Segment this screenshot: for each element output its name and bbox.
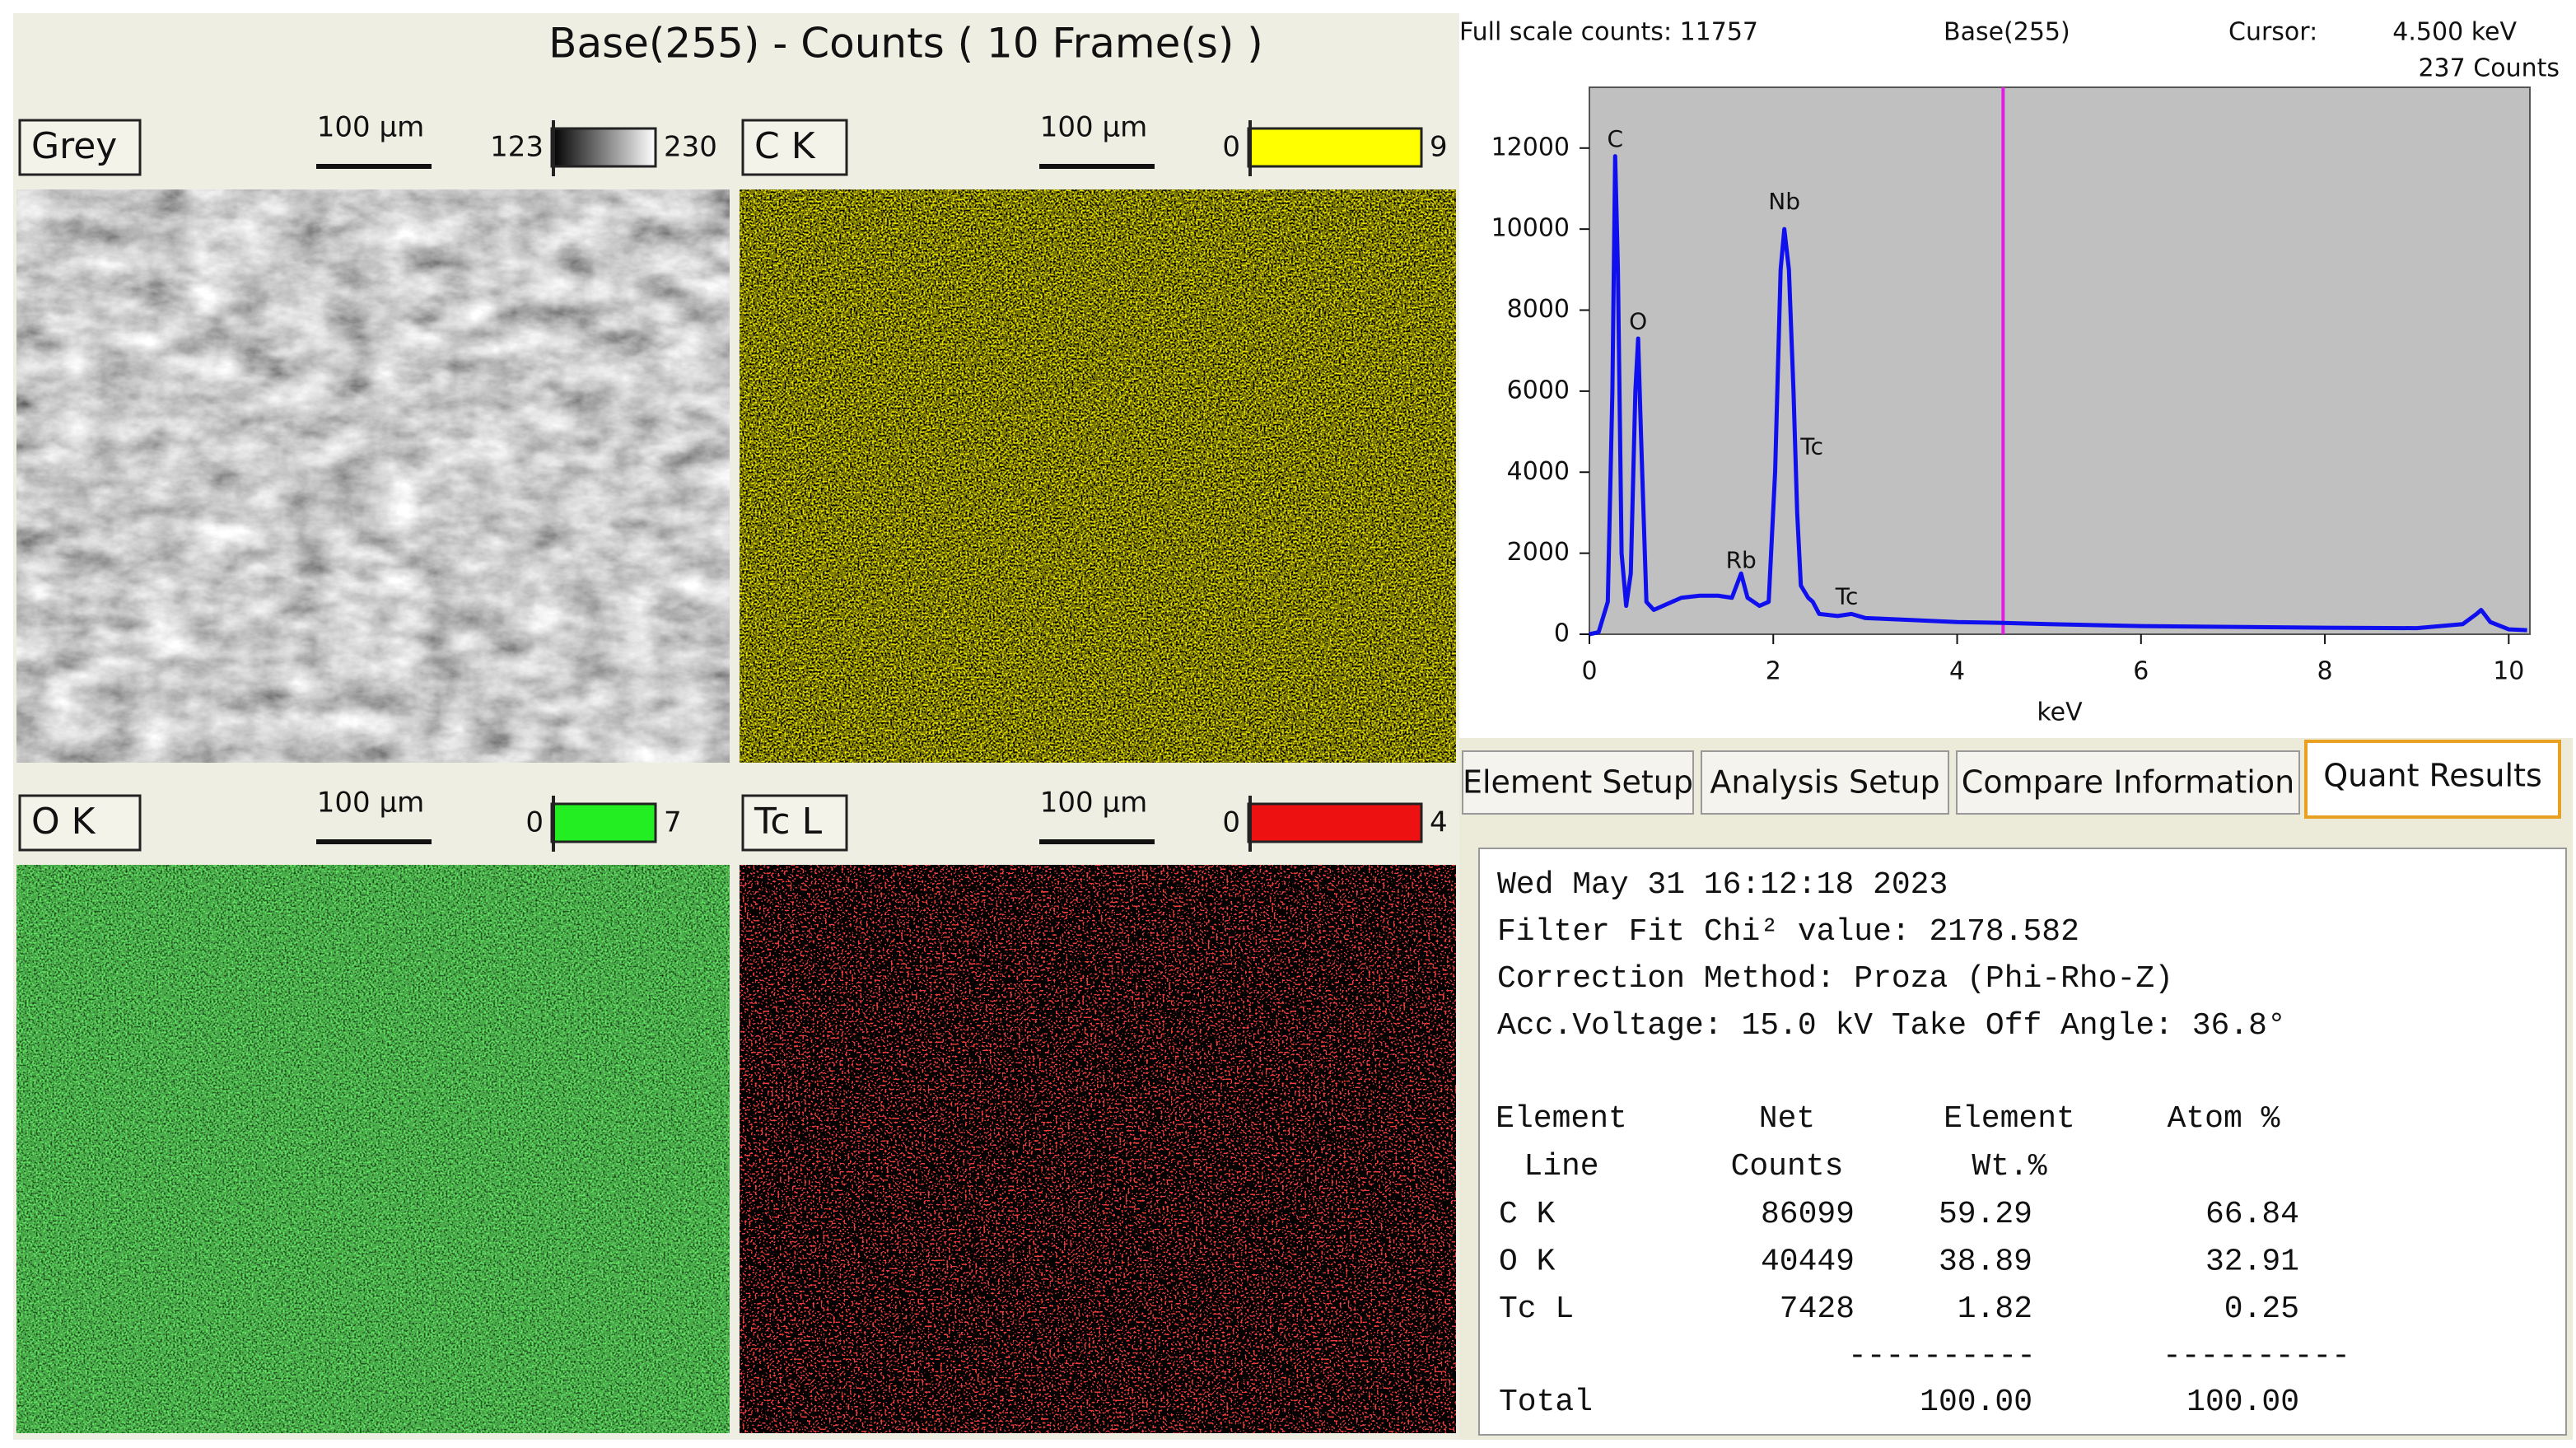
table-header: Wt.% xyxy=(1972,1149,2046,1184)
table-cell: 38.89 xyxy=(1939,1244,2032,1279)
colorbar-max: 230 xyxy=(664,131,717,164)
separator: ---------- xyxy=(2163,1338,2350,1374)
total-cell: 100.00 xyxy=(1920,1385,2032,1420)
x-axis-label: keV xyxy=(2037,698,2083,727)
peak-label: Tc xyxy=(1799,433,1823,460)
quant-line: Acc.Voltage: 15.0 kV Take Off Angle: 36.… xyxy=(1497,1008,2286,1044)
colorbar xyxy=(550,802,657,843)
table-header: Net xyxy=(1759,1101,1815,1137)
tab-label[interactable]: Element Setup xyxy=(1463,764,1693,801)
x-tick-label: 2 xyxy=(1766,657,1781,686)
scale-text: 100 µm xyxy=(1040,111,1147,144)
map-image xyxy=(739,189,1457,764)
quant-line: Wed May 31 16:12:18 2023 xyxy=(1497,867,1948,903)
table-cell: 59.29 xyxy=(1939,1197,2032,1232)
table-header: Element xyxy=(1944,1101,2075,1137)
y-tick-label: 12000 xyxy=(1491,133,1570,161)
y-tick-label: 6000 xyxy=(1507,376,1570,404)
table-cell: 0.25 xyxy=(2224,1292,2299,1327)
scale-text: 100 µm xyxy=(317,111,424,144)
colorbar-min: 0 xyxy=(525,806,544,839)
map-label: Tc L xyxy=(754,801,823,843)
tab-label[interactable]: Analysis Setup xyxy=(1710,764,1939,801)
spectrum-line xyxy=(1589,154,2527,637)
map-image xyxy=(16,864,730,1434)
x-tick-label: 4 xyxy=(1949,657,1965,686)
peak-label: Nb xyxy=(1768,188,1800,215)
quant-line: Filter Fit Chi² value: 2178.582 xyxy=(1497,914,2079,950)
map-label-box xyxy=(18,794,142,852)
x-tick-label: 0 xyxy=(1581,657,1597,686)
tab[interactable] xyxy=(2304,740,2561,819)
map-label: Grey xyxy=(31,125,117,167)
colorbar-min: 0 xyxy=(1222,806,1240,839)
peak-label: O xyxy=(1629,307,1647,334)
colorbar xyxy=(550,127,657,168)
map-label-box xyxy=(741,794,848,852)
colorbar xyxy=(1247,802,1423,843)
table-cell: 1.82 xyxy=(1958,1292,2032,1327)
map-image xyxy=(739,864,1457,1434)
table-cell: O K xyxy=(1499,1244,1556,1279)
quant-line: Correction Method: Proza (Phi-Rho-Z) xyxy=(1497,961,2173,997)
table-cell: 7428 xyxy=(1780,1292,1855,1327)
results-box xyxy=(1478,848,2567,1436)
table-header: Line xyxy=(1524,1149,1598,1184)
map-image xyxy=(16,189,730,764)
colorbar-min: 0 xyxy=(1222,131,1240,164)
tab-label[interactable]: Compare Information xyxy=(1962,764,2294,801)
map-label: C K xyxy=(754,125,816,167)
table-cell: 66.84 xyxy=(2205,1197,2299,1232)
colorbar-max: 9 xyxy=(1430,131,1448,164)
peak-label: C xyxy=(1607,125,1623,152)
full-scale: Full scale counts: 11757 xyxy=(1459,18,1758,47)
peak-label: Rb xyxy=(1726,546,1757,573)
table-cell: 40449 xyxy=(1761,1244,1855,1279)
plot-area xyxy=(1589,86,2531,635)
table-cell: 32.91 xyxy=(2205,1244,2299,1279)
total-cell: 100.00 xyxy=(2186,1385,2299,1420)
scale-text: 100 µm xyxy=(1040,787,1147,820)
cursor-label: Cursor: xyxy=(2228,18,2317,47)
x-tick-label: 8 xyxy=(2317,657,2333,686)
tab[interactable] xyxy=(1956,750,2300,815)
tab-label[interactable]: Quant Results xyxy=(2323,758,2542,794)
cursor-value: 4.500 keV xyxy=(2392,18,2517,47)
scale-text: 100 µm xyxy=(317,787,424,820)
x-tick-label: 6 xyxy=(2133,657,2149,686)
title: Base(255) - Counts ( 10 Frame(s) ) xyxy=(548,20,1263,68)
table-cell: 86099 xyxy=(1761,1197,1855,1232)
y-tick-label: 2000 xyxy=(1507,538,1570,567)
table-header: Counts xyxy=(1731,1149,1844,1184)
peak-label: Tc xyxy=(1835,583,1859,610)
table-cell: C K xyxy=(1499,1197,1556,1232)
colorbar-max: 7 xyxy=(664,806,682,839)
table-header: Atom % xyxy=(2168,1101,2280,1137)
map-label-box xyxy=(741,119,848,176)
y-tick-label: 10000 xyxy=(1491,214,1570,243)
y-tick-label: 8000 xyxy=(1507,295,1570,324)
y-tick-label: 0 xyxy=(1554,619,1570,648)
colorbar xyxy=(1247,127,1423,168)
separator: ---------- xyxy=(1848,1338,2036,1374)
spectrum-name: Base(255) xyxy=(1944,18,2070,47)
tab[interactable] xyxy=(1462,750,1694,815)
total-cell: Total xyxy=(1499,1385,1593,1420)
x-tick-label: 10 xyxy=(2493,657,2524,686)
table-cell: Tc L xyxy=(1499,1292,1574,1327)
tab[interactable] xyxy=(1701,750,1949,815)
cursor-counts: 237 Counts xyxy=(2418,54,2560,83)
colorbar-max: 4 xyxy=(1430,806,1448,839)
map-label: O K xyxy=(31,801,96,843)
colorbar-min: 123 xyxy=(490,131,544,164)
y-tick-label: 4000 xyxy=(1507,457,1570,486)
map-label-box xyxy=(18,119,142,176)
table-header: Element xyxy=(1496,1101,1627,1137)
